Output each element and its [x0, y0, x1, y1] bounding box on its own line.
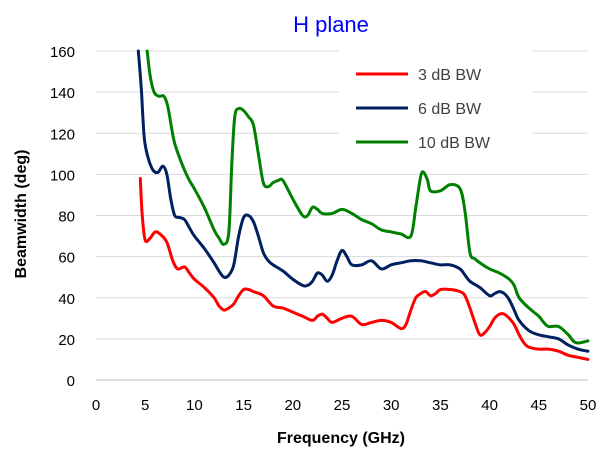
y-tick-label-1: 20 — [58, 332, 75, 349]
x-tick-label-1: 5 — [141, 397, 149, 414]
y-tick-label-8: 160 — [50, 44, 75, 61]
y-axis-label: Beamwidth (deg) — [13, 150, 30, 279]
series-line-6-db-bw — [136, 49, 590, 353]
legend-label-10-db-bw: 10 dB BW — [418, 135, 491, 152]
x-tick-label-6: 30 — [383, 397, 400, 414]
series-lines — [136, 49, 590, 361]
x-tick-label-5: 25 — [334, 397, 351, 414]
y-tick-label-2: 40 — [58, 291, 75, 308]
y-tick-label-0: 0 — [67, 373, 75, 390]
legend-label-6-db-bw: 6 dB BW — [418, 101, 482, 118]
x-tick-label-2: 10 — [186, 397, 203, 414]
y-tick-label-4: 80 — [58, 209, 75, 226]
y-tick-label-5: 100 — [50, 167, 75, 184]
axes: 0 20 40 60 80 100 120 140 160 0 5 10 15 20 25 30 35 40 45 5… — [50, 44, 596, 414]
y-tick-label-6: 120 — [50, 126, 75, 143]
x-axis-label: Frequency (GHz) — [277, 430, 405, 447]
x-tick-label-3: 15 — [235, 397, 252, 414]
series-line-10-db-bw — [145, 49, 590, 345]
legend-items: 3 dB BW 6 dB BW 10 dB BW — [356, 67, 491, 152]
legend-label-3-db-bw: 3 dB BW — [418, 67, 482, 84]
x-tick-label-4: 20 — [284, 397, 301, 414]
x-tick-label-0: 0 — [92, 397, 100, 414]
chart-title: H plane — [293, 12, 369, 37]
x-tick-label-10: 50 — [580, 397, 597, 414]
series-line-3-db-bw — [138, 176, 590, 361]
y-tick-label-7: 140 — [50, 85, 75, 102]
x-tick-label-7: 35 — [432, 397, 449, 414]
x-tick-label-9: 45 — [530, 397, 547, 414]
legend: 3 dB BW 6 dB BW 10 dB BW — [339, 49, 532, 167]
x-tick-label-8: 40 — [481, 397, 498, 414]
y-tick-label-3: 60 — [58, 250, 75, 267]
